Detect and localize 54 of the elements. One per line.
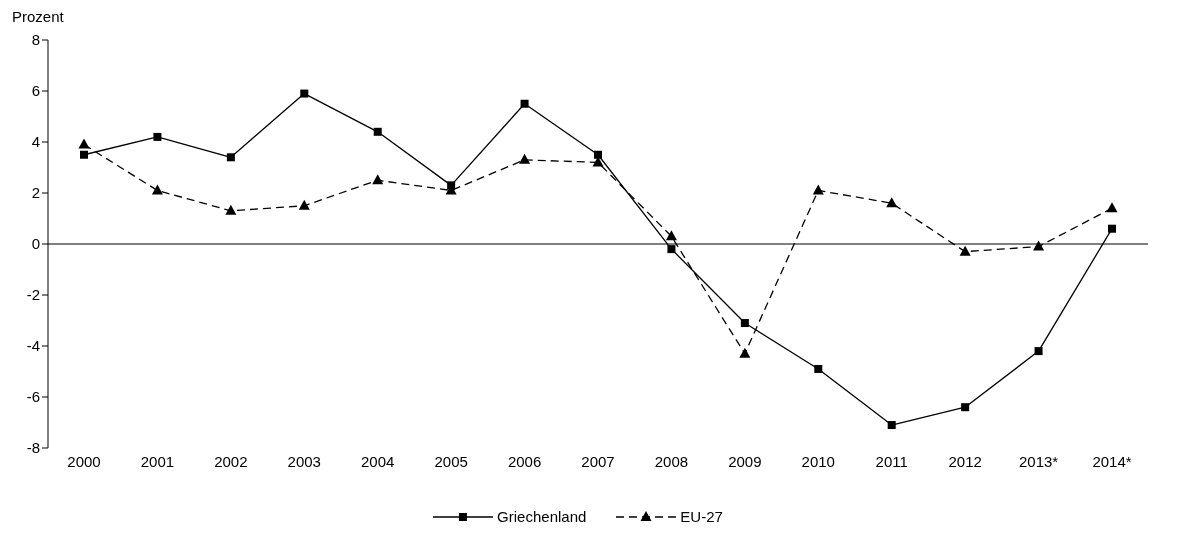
x-tick-label: 2007: [581, 452, 615, 470]
point: [812, 184, 824, 195]
point: [1034, 347, 1043, 356]
x-tick-label: 2012: [948, 452, 982, 470]
y-tick-label: 0: [31, 235, 40, 253]
x-tick-label: 2002: [214, 452, 248, 470]
y-tick-label: -8: [26, 439, 40, 457]
x-tick-label: 2003: [287, 452, 321, 470]
x-tick-label: 2005: [434, 452, 468, 470]
y-tick-label: 8: [31, 31, 40, 49]
point: [594, 150, 602, 159]
point: [1033, 240, 1045, 251]
x-tick-label: 2010: [801, 452, 835, 470]
point: [520, 99, 529, 108]
point: [78, 138, 90, 149]
x-tick-label: 2008: [654, 452, 689, 470]
legend-label: Griechenland: [496, 508, 587, 525]
point: [1108, 224, 1116, 233]
y-tick-label: -6: [26, 388, 40, 406]
point: [886, 197, 898, 208]
point: [298, 199, 310, 210]
point: [519, 153, 531, 164]
point: [153, 132, 162, 141]
y-tick-label: 6: [31, 82, 40, 100]
point: [373, 127, 382, 136]
y-tick-label: 2: [31, 184, 40, 202]
x-tick-label: 2001: [140, 452, 175, 470]
x-tick-label: 2013*: [1018, 452, 1059, 470]
point: [665, 230, 677, 241]
point: [959, 245, 971, 256]
x-tick-label: 2014*: [1092, 452, 1132, 470]
point: [887, 421, 896, 430]
x-tick-label: 2000: [67, 452, 101, 470]
point: [739, 347, 751, 358]
y-tick-label: -4: [26, 337, 40, 355]
point: [226, 153, 235, 162]
x-tick-label: 2009: [728, 452, 762, 470]
point: [225, 204, 237, 215]
y-axis-title: Prozent: [12, 8, 65, 27]
point: [372, 174, 384, 185]
point: [667, 245, 676, 254]
y-tick-label: -2: [26, 286, 40, 304]
x-tick-label: 2011: [875, 452, 908, 470]
point: [1106, 202, 1118, 213]
point: [151, 184, 163, 195]
legend-label: EU-27: [679, 508, 723, 525]
x-tick-label: 2004: [361, 452, 395, 470]
point: [300, 89, 309, 98]
x-tick-label: 2006: [507, 452, 542, 470]
point: [740, 319, 749, 328]
point: [961, 403, 970, 412]
point: [80, 150, 88, 159]
point: [814, 364, 823, 373]
y-tick-label: 4: [31, 133, 40, 151]
